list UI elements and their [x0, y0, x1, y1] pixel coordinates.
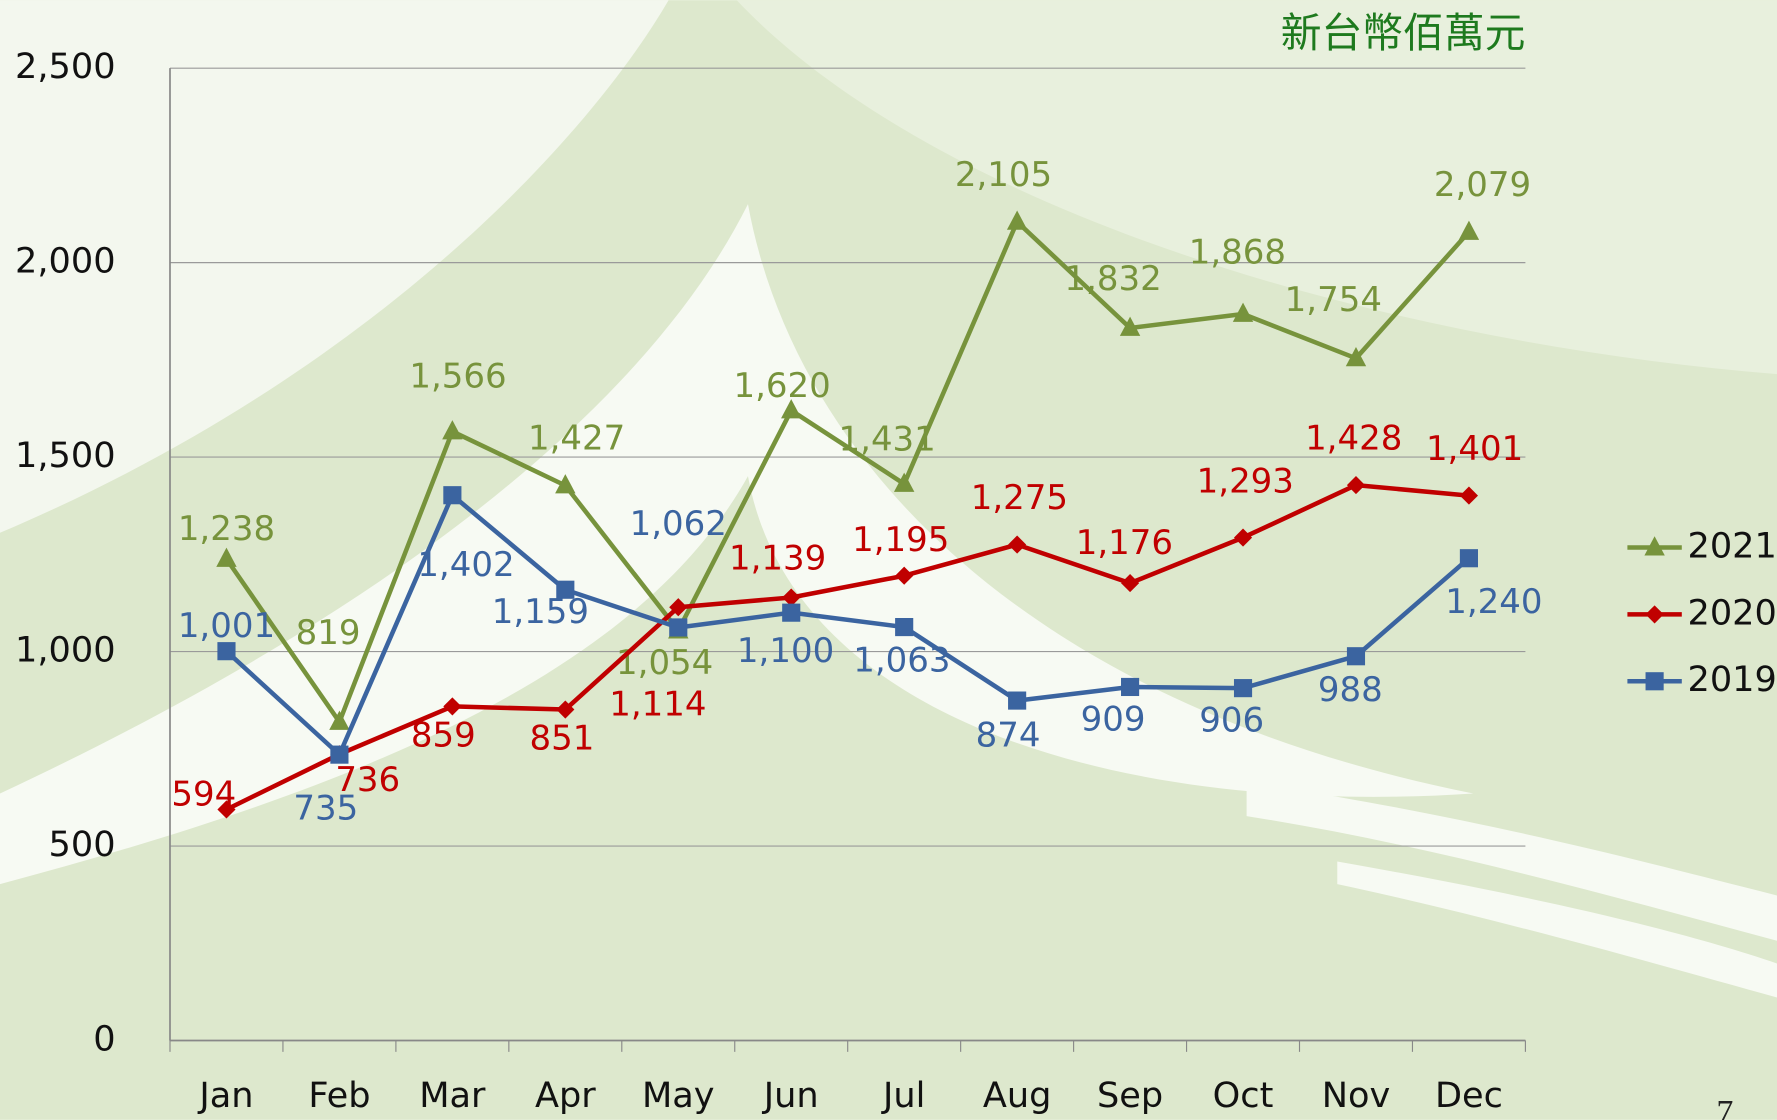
data-label: 874: [976, 715, 1041, 755]
data-label: 1,139: [729, 539, 826, 579]
chart: 新台幣佰萬元 7 0 500 1,000 1,500 2,000 2,500 Jan Feb M…: [0, 0, 1777, 1120]
marker: [669, 618, 687, 636]
data-label: 1,114: [609, 684, 706, 724]
legend-label: 2019: [1687, 659, 1776, 700]
legend-label: 2020: [1687, 592, 1776, 633]
x-tick-label: May: [642, 1075, 715, 1116]
data-label: 851: [529, 719, 594, 759]
y-tick-label: 2,000: [15, 241, 116, 282]
x-tick-label: Nov: [1322, 1075, 1391, 1116]
data-label: 1,832: [1064, 259, 1161, 299]
data-label: 2,079: [1434, 165, 1531, 205]
data-label: 1,176: [1076, 523, 1173, 563]
page-number: 7: [1716, 1094, 1733, 1120]
y-tick-label: 1,500: [15, 435, 116, 476]
data-label: 1,401: [1426, 429, 1523, 469]
y-tick-label: 500: [49, 824, 116, 865]
page: {"chart_data": {"type": "line", "unit_la…: [0, 0, 1777, 1120]
y-tick-label: 2,500: [15, 46, 116, 87]
data-label: 988: [1318, 670, 1383, 710]
x-tick-label: Aug: [983, 1075, 1052, 1116]
x-tick-label: Oct: [1213, 1075, 1274, 1116]
data-label: 1,402: [417, 545, 514, 585]
data-label: 1,238: [178, 509, 275, 549]
data-label: 1,566: [409, 357, 506, 397]
data-label: 1,427: [528, 419, 625, 459]
data-label: 1,001: [178, 606, 275, 646]
x-tick-label: Dec: [1435, 1075, 1503, 1116]
x-tick-label: Jan: [197, 1075, 253, 1116]
data-label: 1,063: [853, 641, 950, 681]
marker: [330, 746, 348, 764]
data-label: 1,754: [1285, 280, 1382, 320]
data-label: 1,240: [1445, 582, 1542, 622]
data-label: 819: [296, 613, 361, 653]
x-tick-label: Jun: [762, 1075, 819, 1116]
data-label: 1,275: [971, 478, 1068, 518]
data-label: 1,428: [1305, 418, 1402, 458]
data-label: 2,105: [955, 155, 1052, 195]
data-label: 1,062: [630, 504, 727, 544]
marker: [1234, 679, 1252, 697]
marker: [895, 618, 913, 636]
data-label: 1,159: [492, 592, 589, 632]
data-label: 1,620: [734, 366, 831, 406]
x-tick-label: Apr: [535, 1075, 596, 1116]
data-label: 909: [1081, 699, 1146, 739]
marker: [782, 604, 800, 622]
data-label: 735: [293, 789, 358, 829]
x-tick-label: Jul: [881, 1075, 925, 1116]
legend-label: 2021: [1687, 526, 1776, 567]
x-tick-label: Sep: [1097, 1075, 1163, 1116]
marker: [443, 486, 461, 504]
data-label: 1,195: [852, 520, 949, 560]
unit-label: 新台幣佰萬元: [1281, 9, 1526, 57]
marker: [1347, 647, 1365, 665]
data-label: 594: [171, 774, 236, 814]
data-label: 1,293: [1197, 462, 1294, 502]
data-label: 906: [1199, 701, 1264, 741]
y-tick-label: 0: [93, 1019, 115, 1060]
x-tick-label: Mar: [419, 1075, 486, 1116]
x-tick-label: Feb: [308, 1075, 370, 1116]
marker: [1460, 549, 1478, 567]
data-label: 1,868: [1189, 232, 1286, 272]
data-label: 859: [411, 716, 476, 756]
marker: [1646, 672, 1664, 690]
data-label: 1,431: [839, 419, 936, 459]
marker: [1121, 678, 1139, 696]
marker: [1008, 692, 1026, 710]
data-label: 1,100: [737, 631, 834, 671]
y-tick-label: 1,000: [15, 630, 116, 671]
